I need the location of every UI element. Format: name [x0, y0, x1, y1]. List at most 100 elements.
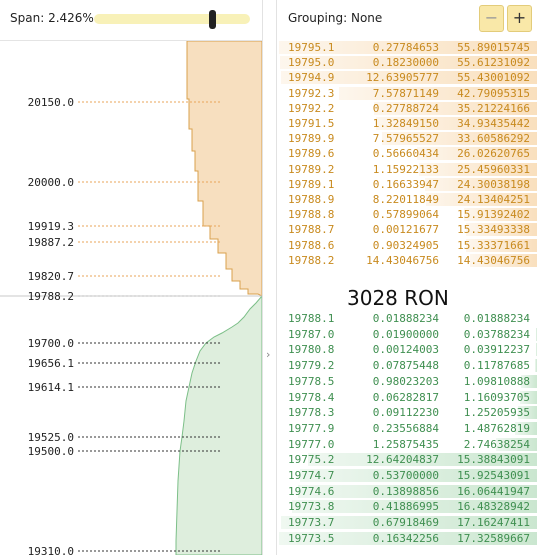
ask-total: 25.45960331 [457, 162, 530, 176]
bid-total: 16.48328942 [457, 500, 530, 514]
bid-row[interactable]: 19787.0 0.01900000 0.03788234 [277, 327, 537, 341]
bid-total: 15.38843091 [457, 453, 530, 467]
price-tick-label: 19656.1 [28, 357, 74, 370]
ask-depth-area [186, 41, 262, 297]
ask-size: 12.63905777 [366, 71, 439, 85]
ask-size: 0.18230000 [372, 56, 439, 70]
span-slider[interactable] [94, 10, 250, 29]
grouping-value[interactable]: None [350, 11, 383, 25]
ask-price: 19788.7 [288, 223, 335, 237]
ask-price: 19788.2 [288, 253, 335, 267]
bid-row[interactable]: 19777.0 1.25875435 2.74638254 [277, 437, 537, 451]
ask-row[interactable]: 19792.3 7.57871149 42.79095315 [277, 86, 537, 100]
ask-row[interactable]: 19788.9 8.22011849 24.13404251 [277, 193, 537, 206]
ask-total: 24.30038198 [457, 177, 530, 191]
ask-total: 26.02620765 [457, 147, 530, 161]
ask-total: 55.89015745 [457, 41, 530, 54]
ask-row[interactable]: 19788.7 0.00121677 15.33493338 [277, 223, 537, 237]
bid-price: 19778.4 [288, 390, 335, 404]
ask-row[interactable]: 19788.8 0.57899064 15.91392402 [277, 208, 537, 222]
bid-depth-bar [308, 453, 537, 467]
bid-row[interactable]: 19779.2 0.07875448 0.11787685 [277, 359, 537, 373]
bid-row[interactable]: 19780.8 0.00124003 0.03912237 [277, 343, 537, 357]
ask-depth-bar [374, 101, 537, 115]
span-label: Span: [10, 11, 45, 25]
ask-size: 7.57965527 [372, 132, 439, 146]
bid-depth-bar [292, 500, 537, 514]
bid-row[interactable]: 19778.4 0.06282817 1.16093705 [277, 390, 537, 404]
bid-price: 19778.3 [288, 406, 335, 420]
ask-row[interactable]: 19795.0 0.18230000 55.61231092 [277, 56, 537, 70]
price-tick-label: 19310.0 [28, 545, 74, 555]
bid-size: 0.16342256 [372, 531, 439, 545]
bid-total: 0.03788234 [463, 327, 530, 341]
ask-size: 1.32849150 [372, 117, 439, 130]
ask-row[interactable]: 19795.1 0.27784653 55.89015745 [277, 41, 537, 54]
ask-size: 0.56660434 [372, 147, 439, 161]
bid-price: 19775.2 [288, 453, 335, 467]
bid-size: 0.67918469 [372, 516, 439, 530]
panel-divider[interactable]: › [262, 0, 277, 555]
bid-size: 0.23556884 [372, 421, 439, 435]
bid-total: 2.74638254 [463, 437, 530, 451]
bid-size: 0.53700000 [372, 469, 439, 482]
ask-row[interactable]: 19792.2 0.27788724 35.21224166 [277, 101, 537, 115]
ask-size: 0.27788724 [372, 101, 439, 115]
divider-line [262, 0, 263, 555]
spread-label: 3028 RON [347, 286, 449, 310]
bid-price: 19778.5 [288, 374, 335, 388]
bid-row[interactable]: 19773.7 0.67918469 17.16247411 [277, 516, 537, 530]
grouping-readout: Grouping: None [288, 11, 382, 25]
ask-size: 0.00121677 [372, 223, 439, 237]
ask-depth-bar [376, 117, 537, 130]
ask-total: 42.79095315 [457, 86, 530, 100]
bid-row[interactable]: 19774.7 0.53700000 15.92543091 [277, 469, 537, 482]
span-slider-thumb[interactable] [209, 10, 216, 29]
bid-price: 19780.8 [288, 343, 335, 357]
bid-total: 1.16093705 [463, 390, 530, 404]
ask-depth-bar [419, 162, 537, 176]
ask-price: 19792.2 [288, 101, 335, 115]
ask-row[interactable]: 19789.2 1.15922133 25.45960331 [277, 162, 537, 176]
ask-size: 8.22011849 [372, 193, 439, 206]
ask-depth-bar [466, 238, 537, 252]
span-value: 2.426% [48, 11, 94, 25]
ask-row[interactable]: 19788.6 0.90324905 15.33371661 [277, 238, 537, 252]
ask-row[interactable]: 19791.5 1.32849150 34.93435442 [277, 117, 537, 130]
bid-price: 19773.7 [288, 516, 335, 530]
bid-size: 0.00124003 [372, 343, 439, 357]
ask-price: 19789.6 [288, 147, 335, 161]
bid-price: 19773.8 [288, 500, 335, 514]
ask-row[interactable]: 19789.9 7.57965527 33.60586292 [277, 132, 537, 146]
bid-row[interactable]: 19788.1 0.01888234 0.01888234 [277, 312, 537, 325]
bid-row[interactable]: 19777.9 0.23556884 1.48762819 [277, 421, 537, 435]
ask-row[interactable]: 19788.2 14.43046756 14.43046756 [277, 253, 537, 267]
ask-total: 55.61231092 [457, 56, 530, 70]
ask-size: 0.16633947 [372, 177, 439, 191]
bid-size: 0.07875448 [372, 359, 439, 373]
bid-depth-bar [300, 469, 537, 482]
bid-price: 19774.7 [288, 469, 335, 482]
zoom-in-button[interactable]: + [507, 5, 532, 32]
bid-depth-bar [521, 374, 537, 388]
chevron-right-icon[interactable]: › [266, 348, 271, 361]
bid-row[interactable]: 19773.8 0.41886995 16.48328942 [277, 500, 537, 514]
bid-depth-bar [281, 516, 537, 530]
ask-row[interactable]: 19789.1 0.16633947 24.30038198 [277, 177, 537, 191]
grouping-control: Grouping: None − + [277, 0, 537, 38]
bid-row[interactable]: 19773.5 0.16342256 17.32589667 [277, 531, 537, 545]
order-book-panel: Grouping: None − + 19795.1 0.27784653 55.8… [277, 0, 537, 555]
ask-row[interactable]: 19789.6 0.56660434 26.02620765 [277, 147, 537, 161]
bid-row[interactable]: 19775.2 12.64204837 15.38843091 [277, 453, 537, 467]
ask-row[interactable]: 19794.9 12.63905777 55.43001092 [277, 71, 537, 85]
bid-row[interactable]: 19778.3 0.09112230 1.25205935 [277, 406, 537, 420]
zoom-out-button[interactable]: − [479, 5, 504, 32]
ask-size: 7.57871149 [372, 86, 439, 100]
bid-depth-area [175, 295, 262, 555]
bid-size: 1.25875435 [372, 437, 439, 451]
ask-total: 34.93435442 [457, 117, 530, 130]
bid-depth-bar [520, 390, 537, 404]
bid-row[interactable]: 19774.6 0.13898856 16.06441947 [277, 484, 537, 498]
bid-row[interactable]: 19778.5 0.98023203 1.09810888 [277, 374, 537, 388]
ask-size: 14.43046756 [366, 253, 439, 267]
